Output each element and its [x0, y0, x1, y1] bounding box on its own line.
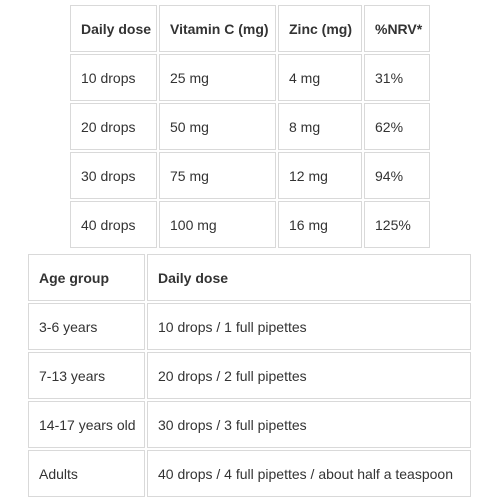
cell-age-group: Adults: [28, 450, 145, 497]
cell-zinc: 8 mg: [278, 103, 362, 150]
cell-daily-dose: 30 drops: [70, 152, 157, 199]
cell-zinc: 12 mg: [278, 152, 362, 199]
header-daily-dose: Daily dose: [147, 254, 471, 301]
cell-daily-dose: 20 drops: [70, 103, 157, 150]
dose-table: Daily dose Vitamin C (mg) Zinc (mg) %NRV…: [68, 3, 432, 250]
cell-nrv: 62%: [364, 103, 430, 150]
cell-daily-dose: 10 drops / 1 full pipettes: [147, 303, 471, 350]
age-table-header-row: Age group Daily dose: [28, 254, 471, 301]
cell-nrv: 125%: [364, 201, 430, 248]
header-nrv: %NRV*: [364, 5, 430, 52]
cell-daily-dose: 20 drops / 2 full pipettes: [147, 352, 471, 399]
table-row: Adults 40 drops / 4 full pipettes / abou…: [28, 450, 471, 497]
cell-daily-dose: 10 drops: [70, 54, 157, 101]
header-age-group: Age group: [28, 254, 145, 301]
cell-nrv: 94%: [364, 152, 430, 199]
table-row: 14-17 years old 30 drops / 3 full pipett…: [28, 401, 471, 448]
header-vitamin-c: Vitamin C (mg): [159, 5, 276, 52]
table-row: 40 drops 100 mg 16 mg 125%: [70, 201, 430, 248]
cell-daily-dose: 30 drops / 3 full pipettes: [147, 401, 471, 448]
cell-age-group: 3-6 years: [28, 303, 145, 350]
cell-nrv: 31%: [364, 54, 430, 101]
cell-vitamin-c: 25 mg: [159, 54, 276, 101]
table-row: 3-6 years 10 drops / 1 full pipettes: [28, 303, 471, 350]
age-group-table: Age group Daily dose 3-6 years 10 drops …: [26, 252, 473, 499]
cell-vitamin-c: 50 mg: [159, 103, 276, 150]
cell-zinc: 16 mg: [278, 201, 362, 248]
table-row: 30 drops 75 mg 12 mg 94%: [70, 152, 430, 199]
cell-vitamin-c: 100 mg: [159, 201, 276, 248]
cell-age-group: 14-17 years old: [28, 401, 145, 448]
cell-vitamin-c: 75 mg: [159, 152, 276, 199]
cell-daily-dose: 40 drops / 4 full pipettes / about half …: [147, 450, 471, 497]
table-row: 10 drops 25 mg 4 mg 31%: [70, 54, 430, 101]
cell-zinc: 4 mg: [278, 54, 362, 101]
header-daily-dose: Daily dose: [70, 5, 157, 52]
cell-daily-dose: 40 drops: [70, 201, 157, 248]
table-row: 20 drops 50 mg 8 mg 62%: [70, 103, 430, 150]
dose-table-header-row: Daily dose Vitamin C (mg) Zinc (mg) %NRV…: [70, 5, 430, 52]
header-zinc: Zinc (mg): [278, 5, 362, 52]
table-row: 7-13 years 20 drops / 2 full pipettes: [28, 352, 471, 399]
cell-age-group: 7-13 years: [28, 352, 145, 399]
